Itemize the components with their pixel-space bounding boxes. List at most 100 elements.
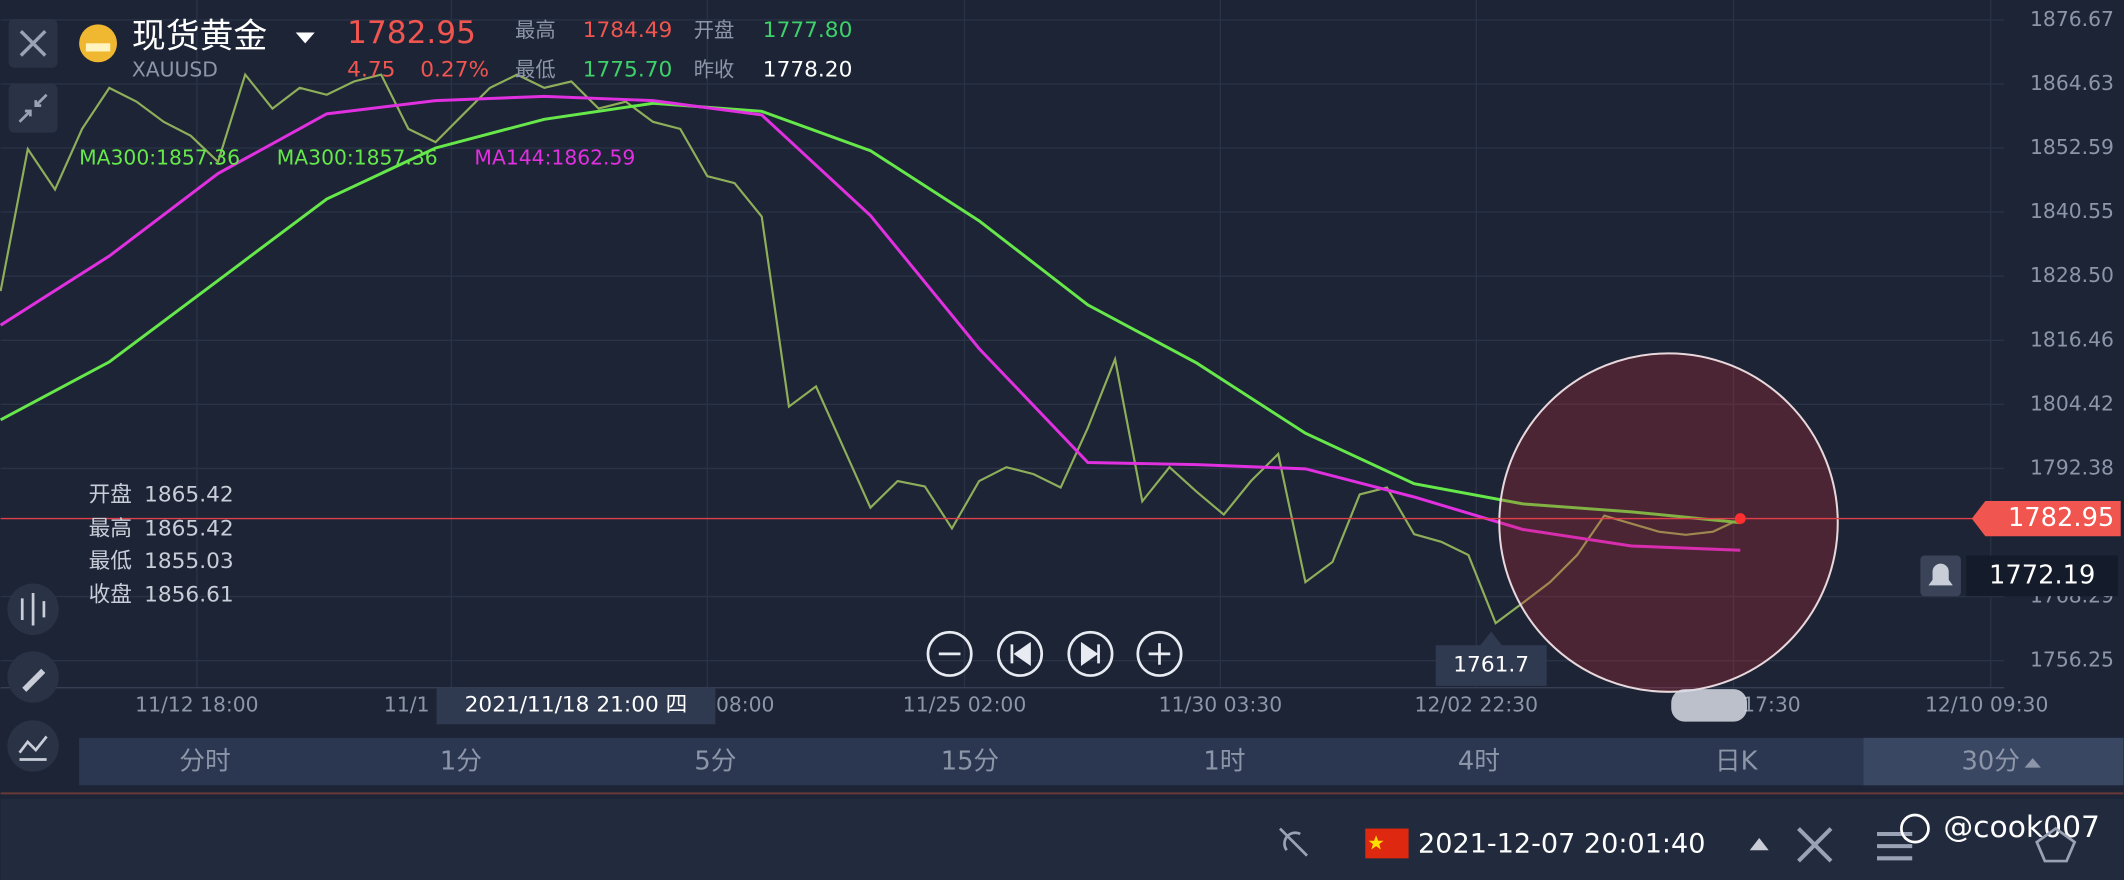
low: 1775.70 [583, 57, 673, 82]
y-tick-label: 1828.50 [2030, 263, 2114, 287]
y-tick-label: 1804.42 [2030, 391, 2114, 415]
candle-icon [20, 592, 46, 626]
ohlc-value: 1865.42 [144, 483, 234, 508]
ma-line [0, 101, 1741, 525]
x-tick-label: 11/12 18:00 [135, 692, 258, 716]
next-icon [1080, 641, 1100, 666]
x-tick-label: 11/1 [384, 692, 430, 716]
interval[interactable]: 1时 [1203, 747, 1245, 777]
interval[interactable]: 15分 [941, 747, 999, 777]
interval-selected [1863, 737, 2124, 786]
y-tick-label: 1852.59 [2030, 135, 2114, 159]
ohlc-label: 开盘 [89, 483, 132, 508]
plot [0, 72, 1741, 625]
y-tick-label: 1756.25 [2030, 648, 2114, 672]
interval[interactable]: 4时 [1458, 747, 1500, 777]
pencil-icon [22, 668, 46, 692]
expand-arrow[interactable] [1749, 838, 1769, 851]
gold-icon-bar [85, 43, 111, 52]
gold-icon [79, 24, 118, 63]
alert-box [1966, 555, 2118, 597]
crosshair-box [436, 687, 716, 725]
y-tick-label: 1864.63 [2030, 71, 2114, 95]
y-tick-label: 1876.67 [2030, 7, 2114, 31]
prev-icon [1010, 641, 1031, 666]
open-label: 开盘 [694, 18, 735, 42]
x-tick-label: 17:30 [1742, 692, 1800, 716]
collapse-icon [18, 93, 48, 123]
ohlc-value: 1865.42 [144, 516, 234, 541]
min-label: 1761.7 [1453, 653, 1529, 678]
symbol: XAUUSD [132, 57, 218, 81]
link-icon[interactable] [1279, 827, 1309, 857]
plus-icon [1148, 643, 1171, 665]
indicator: MA300:1857.36 [277, 145, 438, 169]
ma-line [0, 94, 1741, 552]
menu-icon[interactable] [1877, 831, 1913, 861]
dropdown-arrow[interactable] [295, 32, 315, 44]
price-line [0, 72, 1741, 625]
watermark: @cook007 [1943, 810, 2100, 845]
indicator: MA144:1862.59 [474, 145, 635, 169]
y-tick-label: 1816.46 [2030, 327, 2114, 351]
last-price-label: 1782.95 [2008, 503, 2114, 533]
x-tick-label: 12/02 22:30 [1415, 692, 1538, 716]
interval[interactable]: 5分 [694, 747, 736, 777]
zoom-in-button[interactable] [1136, 630, 1183, 677]
chart-icon [18, 735, 48, 761]
high: 1784.49 [583, 18, 673, 43]
tools-icon[interactable] [1797, 827, 1833, 863]
open: 1777.80 [763, 18, 853, 43]
interval-arrow[interactable] [2024, 758, 2041, 768]
flag [1365, 828, 1409, 859]
next-button[interactable] [1067, 630, 1114, 677]
flag-star [1368, 835, 1384, 850]
x-tick-label: 08:00 [716, 692, 775, 716]
zoom-out-button[interactable] [926, 630, 973, 677]
interval[interactable]: 1分 [440, 747, 482, 777]
y-tick-label: 1840.55 [2030, 199, 2114, 223]
low-label: 最低 [515, 57, 556, 81]
ohlc-value: 1856.61 [144, 583, 234, 608]
y-tick-label: 1792.38 [2030, 455, 2114, 479]
bell-icon [1928, 563, 1953, 586]
datetime: 2021-12-07 20:01:40 [1418, 828, 1705, 859]
interval[interactable]: 日K [1715, 747, 1759, 777]
indicator: MA300:1857.36 [79, 145, 240, 169]
ohlc-label: 收盘 [89, 583, 132, 608]
interval[interactable]: 分时 [179, 747, 230, 777]
last-price-dot [1734, 513, 1746, 525]
grid: 1876.67 1864.63 1852.59 1840.55 1828.50 1816.… [0, 0, 2114, 716]
last-price: 1782.95 [347, 15, 476, 51]
x-tick-label: 11/30 03:30 [1159, 692, 1282, 716]
x-tick-label: 12/10 09:30 [1925, 692, 2048, 716]
alert-price: 1772.19 [1989, 560, 2095, 590]
crosshair-date: 2021/11/18 21:00 四 [465, 692, 688, 717]
instrument-name[interactable]: 现货黄金 [132, 16, 267, 55]
prev-close-label: 昨收 [694, 57, 735, 81]
interval-bar [79, 737, 2124, 786]
change-pct: 0.27% [420, 57, 489, 82]
min-marker [1435, 631, 1547, 686]
prev-button[interactable] [997, 630, 1044, 677]
ohlc-label: 最高 [89, 516, 132, 541]
change: 4.75 [347, 57, 395, 82]
highlight-circle [1498, 352, 1839, 693]
weibo-icon [1900, 813, 1930, 844]
settings-icon[interactable] [2035, 826, 2077, 863]
intervals: 分时 1分 5分 15分 1时 4时 日K 30分 [179, 747, 2020, 777]
last-price-tag [1971, 500, 2121, 537]
blur-patch [1671, 689, 1748, 722]
x-tick-label: 11/25 02:00 [903, 692, 1026, 716]
collapse-button[interactable] [8, 83, 58, 133]
interval[interactable]: 30分 [1962, 747, 2020, 777]
close-icon [19, 29, 47, 57]
high-label: 最高 [515, 18, 556, 42]
prev-close: 1778.20 [763, 57, 853, 82]
overlay: 1782.95 1772.19 1761.7 2021/11/18 21:00 四 [0, 500, 2121, 725]
ohlc-label: 最低 [89, 549, 132, 574]
ohlc-value: 1855.03 [144, 549, 234, 574]
status-bar [0, 798, 2124, 880]
